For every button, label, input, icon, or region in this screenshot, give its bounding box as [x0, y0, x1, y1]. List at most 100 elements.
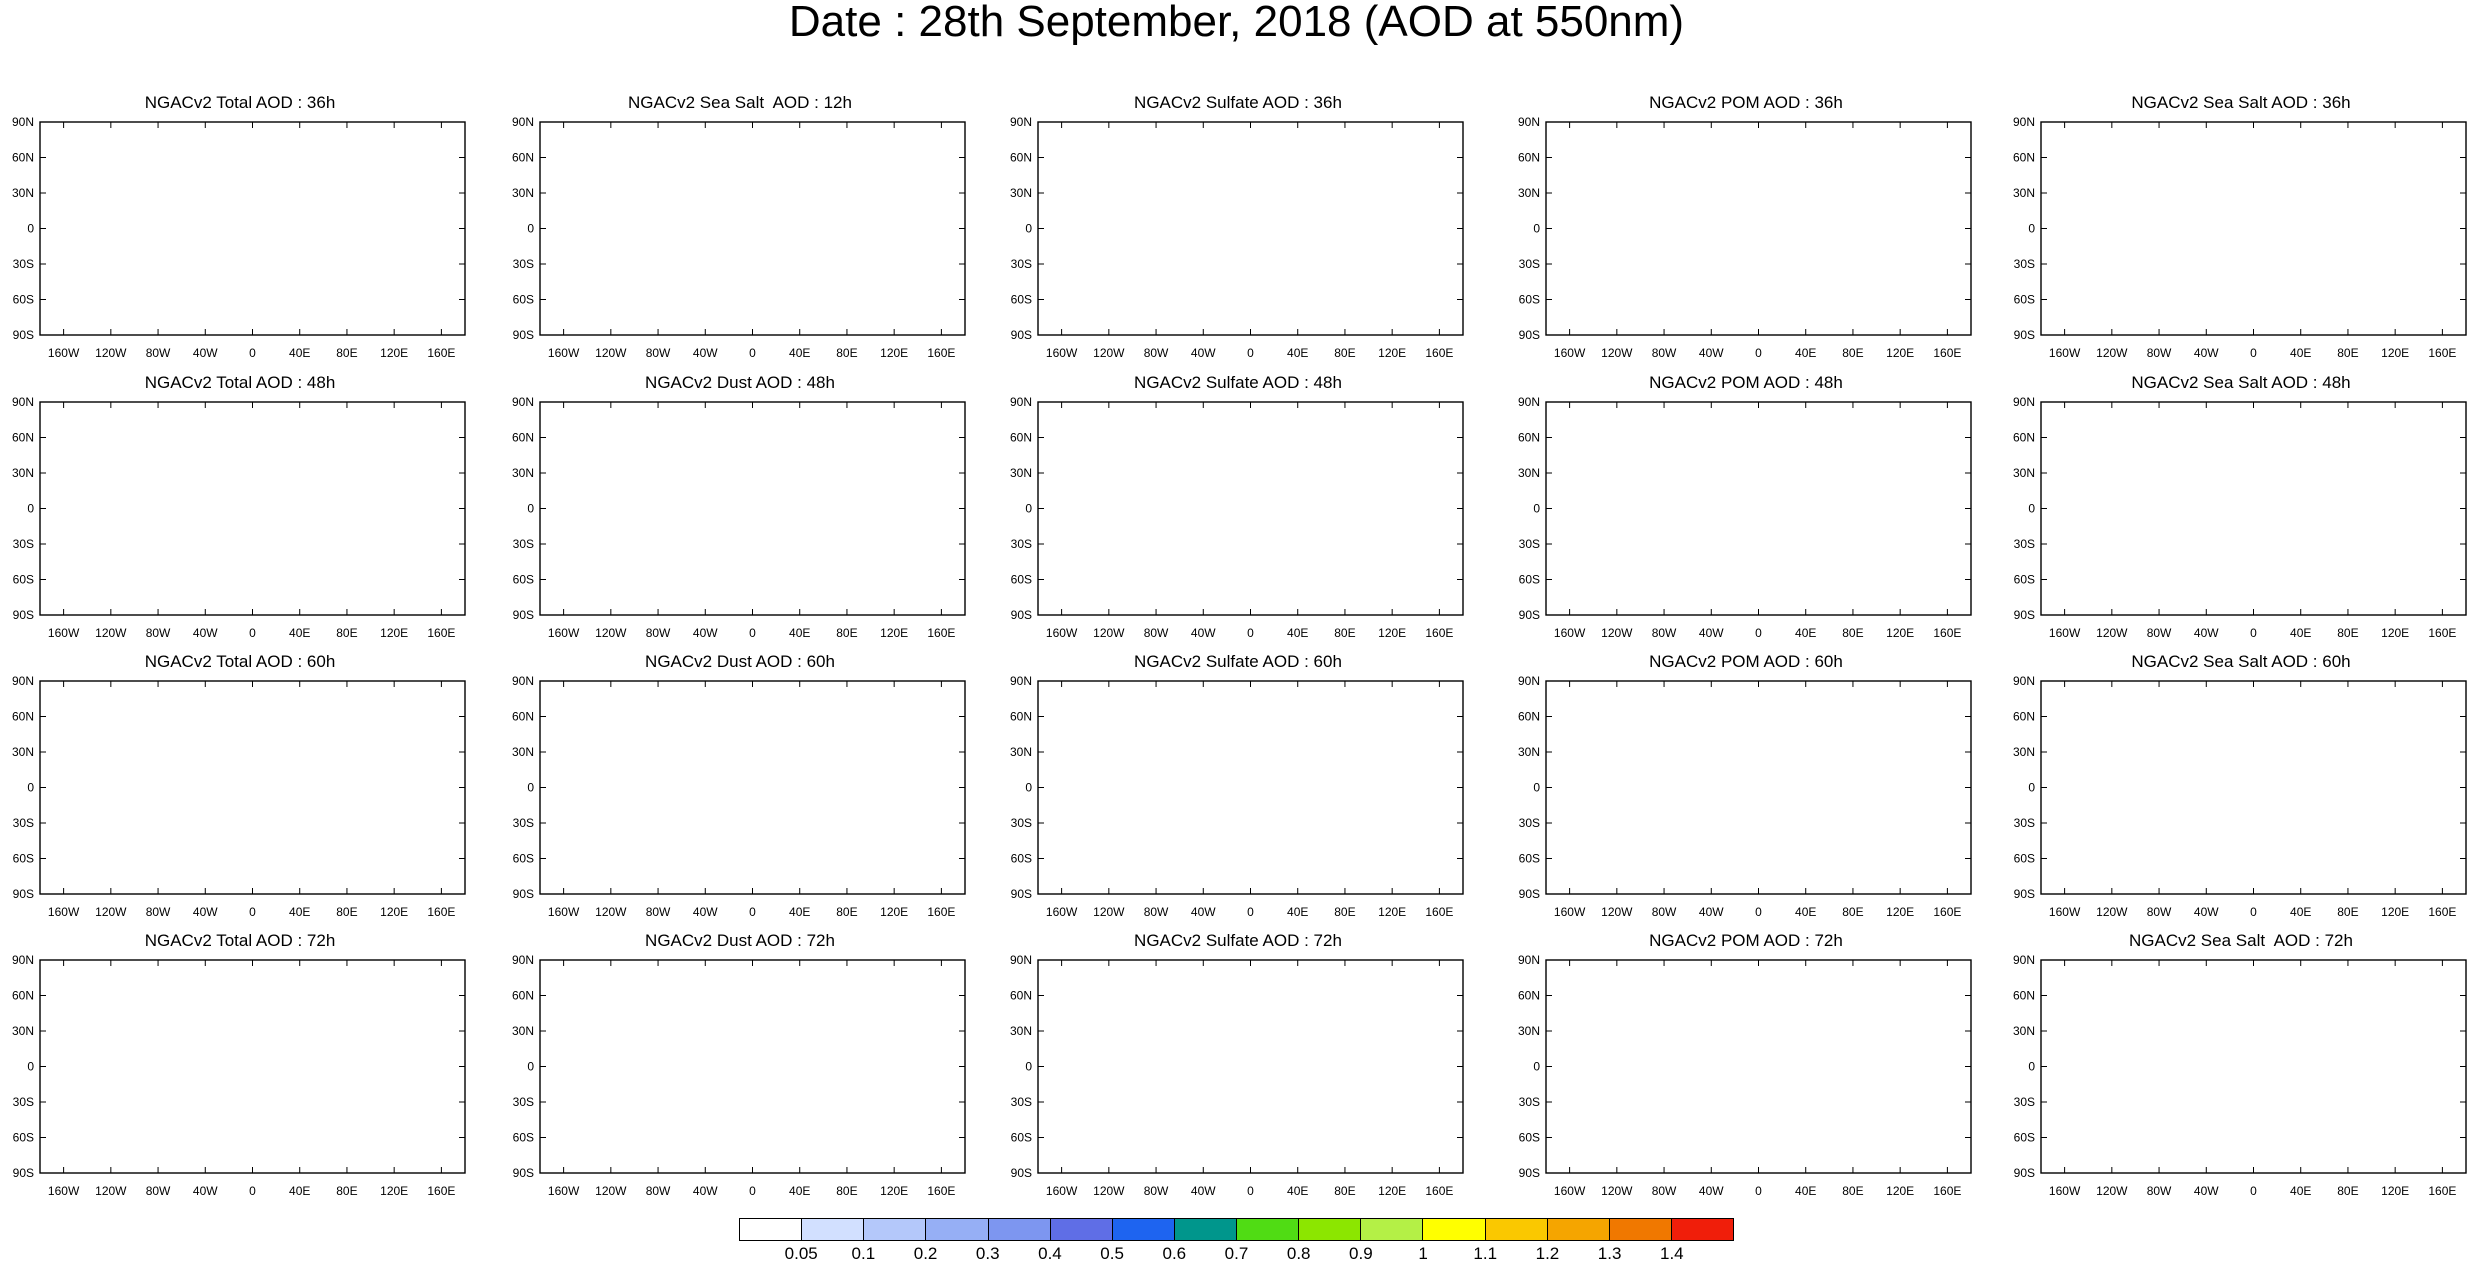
lon-label: 160W — [548, 626, 580, 640]
world-map: 90N 60N 30N 0 30S 60S 90S 160W 120W 80W 40W 0 40E 80E… — [1518, 395, 1972, 640]
lat-label: 90N — [1010, 674, 1032, 688]
lon-label: 120W — [1601, 626, 1633, 640]
lon-label: 120E — [380, 626, 408, 640]
lon-label: 80W — [146, 1184, 171, 1198]
lon-label: 40E — [1287, 1184, 1308, 1198]
world-map: 90N 60N 30N 0 30S 60S 90S 160W 120W 80W 40W 0 40E 80E… — [12, 115, 466, 360]
lon-label: 40W — [2194, 626, 2219, 640]
lon-label: 80E — [836, 905, 857, 919]
lon-label: 160W — [1046, 1184, 1078, 1198]
lat-label: 30N — [1518, 186, 1540, 200]
lon-label: 40E — [289, 626, 310, 640]
lat-label: 90N — [512, 674, 534, 688]
lat-label: 90N — [2013, 674, 2035, 688]
map-frame — [539, 401, 966, 616]
colorbar-label: 0.4 — [1038, 1244, 1062, 1263]
lat-label: 60N — [1518, 151, 1540, 165]
lon-label: 80W — [2147, 905, 2172, 919]
lon-label: 120E — [1886, 905, 1914, 919]
lon-label: 0 — [2250, 346, 2257, 360]
lat-label: 30N — [12, 466, 34, 480]
lat-label: 30S — [2014, 816, 2035, 830]
lat-label: 30N — [12, 745, 34, 759]
lat-label: 30S — [2014, 1095, 2035, 1109]
lat-label: 30N — [2013, 745, 2035, 759]
lon-label: 40W — [193, 1184, 218, 1198]
lat-label: 30N — [512, 1024, 534, 1038]
lon-label: 160E — [2428, 346, 2456, 360]
colorbar-swatch — [1609, 1219, 1672, 1240]
colorbar-labels: 0.05 0.1 0.2 0.3 0.4 0.5 0.6 0.7 0.8 0.9 1 1.1 1.2 1.… — [739, 1241, 1734, 1263]
lon-label: 40E — [789, 905, 810, 919]
lon-label: 80W — [646, 626, 671, 640]
lon-label: 160E — [1933, 1184, 1961, 1198]
lat-label: 0 — [2028, 222, 2035, 236]
lat-label: 0 — [1025, 502, 1032, 516]
lat-label: 60N — [2013, 989, 2035, 1003]
lon-label: 40E — [289, 1184, 310, 1198]
lon-label: 40W — [193, 346, 218, 360]
panel-title: NGACv2 Dust AOD : 48h — [645, 373, 835, 392]
lon-label: 120W — [595, 1184, 627, 1198]
lat-label: 30N — [1010, 1024, 1032, 1038]
panel-title: NGACv2 Sea Salt AOD : 36h — [2131, 93, 2351, 112]
lon-label: 0 — [1247, 346, 1254, 360]
lon-label: 40W — [693, 346, 718, 360]
lon-label: 120E — [2381, 905, 2409, 919]
map-frame — [1545, 959, 1972, 1174]
world-map: 90N 60N 30N 0 30S 60S 90S 160W 120W 80W 40W 0 40E 80E… — [1518, 115, 1972, 360]
lat-label: 30S — [2014, 257, 2035, 271]
map-frame — [539, 680, 966, 895]
lon-label: 80E — [1842, 905, 1863, 919]
map-panel-total-48h: NGACv2 Total AOD : 48h 90N 60N 30N 0 30S 60S 90… — [0, 372, 480, 640]
world-map: 90N 60N 30N 0 30S 60S 90S 160W 120W 80W 40W 0 40E 80E… — [1010, 115, 1464, 360]
panel-title: NGACv2 Sulfate AOD : 60h — [1134, 652, 1342, 671]
lon-label: 120E — [1378, 1184, 1406, 1198]
lat-label: 0 — [2028, 781, 2035, 795]
lon-label: 160W — [1554, 1184, 1586, 1198]
colorbar-swatch — [1299, 1219, 1362, 1240]
colorbar-swatch — [1671, 1219, 1733, 1240]
colorbar-label: 0.5 — [1100, 1244, 1124, 1263]
lat-label: 60S — [1519, 573, 1540, 587]
panel-title: NGACv2 Sea Salt AOD : 12h — [628, 93, 852, 112]
lat-label: 30N — [1010, 745, 1032, 759]
lon-label: 40W — [693, 905, 718, 919]
colorbar-boxes — [739, 1218, 1734, 1241]
lon-label: 0 — [249, 905, 256, 919]
lon-label: 80E — [836, 1184, 857, 1198]
lat-label: 90N — [12, 953, 34, 967]
lat-label: 30S — [513, 537, 534, 551]
lat-label: 90N — [512, 395, 534, 409]
panel-title: NGACv2 Sea Salt AOD : 48h — [2131, 373, 2351, 392]
lat-label: 90S — [1011, 1166, 1032, 1180]
lat-label: 60N — [1010, 151, 1032, 165]
map-panel-sulfate-36h: NGACv2 Sulfate AOD : 36h 90N 60N 30N 0 30S 60S… — [998, 92, 1478, 360]
lat-label: 30N — [2013, 186, 2035, 200]
lon-label: 120W — [1093, 1184, 1125, 1198]
lat-label: 60N — [512, 151, 534, 165]
lat-label: 60N — [512, 431, 534, 445]
lat-label: 30S — [513, 257, 534, 271]
lon-label: 160W — [1554, 626, 1586, 640]
lat-label: 30N — [512, 466, 534, 480]
lon-label: 120E — [380, 1184, 408, 1198]
world-map: 90N 60N 30N 0 30S 60S 90S 160W 120W 80W 40W 0 40E 80E… — [12, 674, 466, 919]
lon-label: 160W — [1046, 346, 1078, 360]
colorbar-swatch — [1050, 1219, 1113, 1240]
lon-label: 40W — [1699, 1184, 1724, 1198]
panel-title: NGACv2 Total AOD : 60h — [144, 652, 336, 671]
colorbar-swatch — [1361, 1219, 1424, 1240]
lon-label: 160W — [1046, 905, 1078, 919]
map-panel-pom-36h: NGACv2 POM AOD : 36h 90N 60N 30N 0 30S 60S 90S 1… — [1506, 92, 1986, 360]
lon-label: 120E — [1886, 346, 1914, 360]
map-frame — [39, 959, 466, 1174]
lon-label: 120E — [1378, 346, 1406, 360]
lat-label: 30S — [1519, 257, 1540, 271]
lon-label: 40W — [1191, 626, 1216, 640]
lon-label: 80E — [336, 626, 357, 640]
lat-label: 30S — [513, 816, 534, 830]
lat-label: 90S — [1011, 887, 1032, 901]
lat-label: 0 — [27, 1060, 34, 1074]
lon-label: 120W — [2096, 1184, 2128, 1198]
